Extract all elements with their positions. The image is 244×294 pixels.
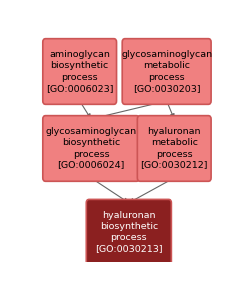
FancyBboxPatch shape [86, 199, 171, 265]
FancyBboxPatch shape [137, 116, 211, 181]
Text: glycosaminoglycan
biosynthetic
process
[GO:0006024]: glycosaminoglycan biosynthetic process [… [45, 127, 137, 170]
FancyBboxPatch shape [122, 39, 211, 104]
FancyBboxPatch shape [43, 39, 117, 104]
Text: hyaluronan
biosynthetic
process
[GO:0030213]: hyaluronan biosynthetic process [GO:0030… [95, 211, 163, 253]
Text: aminoglycan
biosynthetic
process
[GO:0006023]: aminoglycan biosynthetic process [GO:000… [46, 50, 113, 93]
Text: hyaluronan
metabolic
process
[GO:0030212]: hyaluronan metabolic process [GO:0030212… [141, 127, 208, 170]
Text: glycosaminoglycan
metabolic
process
[GO:0030203]: glycosaminoglycan metabolic process [GO:… [121, 50, 212, 93]
FancyBboxPatch shape [43, 116, 139, 181]
